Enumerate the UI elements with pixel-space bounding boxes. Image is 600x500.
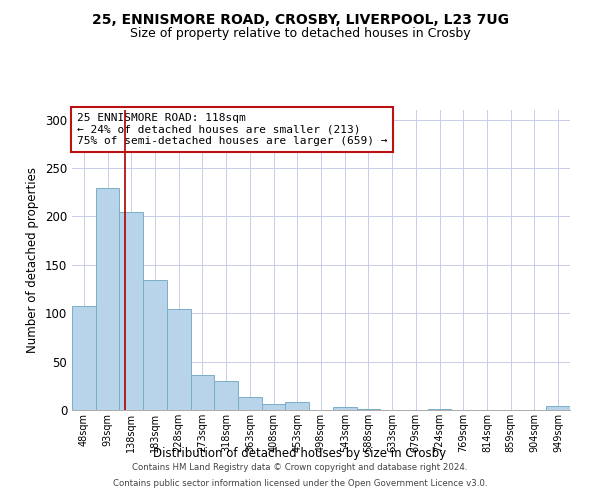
Bar — [356, 409, 380, 410]
Bar — [262, 404, 286, 410]
Bar — [191, 375, 214, 410]
Bar — [72, 306, 96, 410]
Bar — [143, 280, 167, 410]
Bar — [119, 212, 143, 410]
Bar — [333, 407, 356, 410]
Text: 25, ENNISMORE ROAD, CROSBY, LIVERPOOL, L23 7UG: 25, ENNISMORE ROAD, CROSBY, LIVERPOOL, L… — [91, 12, 509, 26]
Text: Size of property relative to detached houses in Crosby: Size of property relative to detached ho… — [130, 28, 470, 40]
Bar — [286, 402, 309, 410]
Bar — [214, 381, 238, 410]
Bar — [428, 409, 451, 410]
Text: Distribution of detached houses by size in Crosby: Distribution of detached houses by size … — [154, 448, 446, 460]
Bar — [238, 398, 262, 410]
Bar — [546, 406, 570, 410]
Bar — [96, 188, 119, 410]
Text: Contains public sector information licensed under the Open Government Licence v3: Contains public sector information licen… — [113, 478, 487, 488]
Text: Contains HM Land Registry data © Crown copyright and database right 2024.: Contains HM Land Registry data © Crown c… — [132, 464, 468, 472]
Bar — [167, 310, 191, 410]
Y-axis label: Number of detached properties: Number of detached properties — [26, 167, 40, 353]
Text: 25 ENNISMORE ROAD: 118sqm
← 24% of detached houses are smaller (213)
75% of semi: 25 ENNISMORE ROAD: 118sqm ← 24% of detac… — [77, 113, 388, 146]
